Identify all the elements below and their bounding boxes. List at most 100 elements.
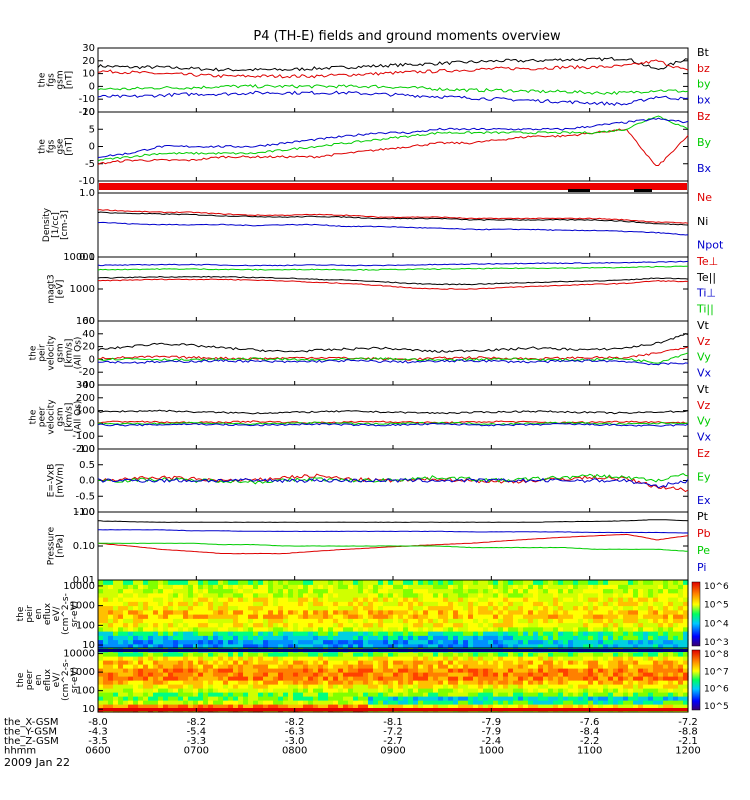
spectrogram-cell [618,692,624,697]
spectrogram-cell [643,592,649,598]
spectrogram-cell [438,700,444,705]
spectrogram-cell [678,692,684,697]
spectrogram-cell [373,696,379,701]
spectrogram-cell [493,700,499,705]
spectrogram-cell [563,656,569,661]
spectrogram-cell [413,618,419,624]
spectrogram-cell [183,631,189,636]
spectrogram-cell [143,692,149,697]
spectrogram-cell [308,588,314,594]
spectrogram-cell [293,672,299,677]
spectrogram-cell [278,618,284,624]
spectrogram-cell [323,584,329,590]
spectrogram-cell [518,676,524,681]
spectrogram-cell [338,676,344,681]
spectrogram-cell [188,656,194,661]
spectrogram-cell [578,688,584,693]
spectrogram-cell [638,684,644,689]
spectrogram-cell [418,618,424,624]
spectrogram-cell [583,688,589,693]
spectrogram-cell [538,704,544,709]
spectrogram-cell [478,656,484,661]
spectrogram-cell [663,668,669,673]
spectrogram-cell [378,580,384,585]
spectrogram-cell [248,704,254,709]
spectrogram-cell [158,626,164,632]
spectrogram-cell [643,631,649,636]
spectrogram-cell [398,601,404,607]
spectrogram-cell [363,660,369,665]
spectrogram-cell [413,692,419,697]
spectrogram-cell [588,588,594,594]
spectrogram-cell [163,704,169,709]
legend-label: Ti⊥ [696,287,716,300]
spectrogram-cell [198,688,204,693]
spectrogram-cell [118,664,124,669]
spectrogram-cell [638,660,644,665]
spectrogram-cell [98,601,104,607]
spectrogram-cell [573,584,579,590]
spectrogram-cell [488,614,494,619]
spectrogram-cell [233,643,239,649]
spectrogram-cell [548,626,554,632]
spectrogram-cell [403,584,409,590]
spectrogram-cell [473,676,479,681]
spectrogram-cell [293,692,299,697]
spectrogram-cell [248,664,254,669]
spectrogram-cell [543,660,549,665]
spectrogram-cell [178,597,184,602]
spectrogram-cell [268,660,274,665]
spectrogram-cell [283,605,289,611]
spectrogram-cell [638,639,644,645]
spectrogram-cell [358,676,364,681]
spectrogram-cell [533,588,539,594]
spectrogram-cell [193,700,199,705]
spectrogram-cell [643,605,649,611]
spectrogram-cell [638,676,644,681]
spectrogram-cell [303,652,309,657]
spectrogram-cell [178,622,184,628]
spectrogram-cell [213,609,219,615]
spectrogram-cell [253,684,259,689]
spectrogram-cell [633,696,639,701]
spectrogram-cell [128,643,134,649]
spectrogram-cell [388,668,394,673]
spectrogram-cell [463,668,469,673]
spectrogram-cell [483,696,489,701]
spectrogram-cell [578,597,584,602]
spectrogram-cell [583,692,589,697]
spectrogram-cell [483,597,489,602]
spectrogram-cell [103,631,109,636]
legend-label: by [697,78,711,91]
spectrogram-cell [163,696,169,701]
spectrogram-cell [393,597,399,602]
spectrogram-cell [273,692,279,697]
spectrogram-cell [378,601,384,607]
spectrogram-cell [238,601,244,607]
spectrogram-cell [668,652,674,657]
spectrogram-cell [348,601,354,607]
spectrogram-cell [208,588,214,594]
spectrogram-cell [163,605,169,611]
spectrogram-cell [98,656,104,661]
spectrogram-cell [603,700,609,705]
spectrogram-cell [188,584,194,590]
spectrogram-cell [343,592,349,598]
spectrogram-cell [523,592,529,598]
spectrogram-cell [338,684,344,689]
spectrogram-cell [593,626,599,632]
spectrogram-cell [443,643,449,649]
spectrogram-cell [598,597,604,602]
spectrogram-cell [438,601,444,607]
spectrogram-cell [358,643,364,649]
spectrogram-cell [678,580,684,585]
spectrogram-cell [308,618,314,624]
spectrogram-cell [333,622,339,628]
spectrogram-cell [148,614,154,619]
spectrogram-cell [593,622,599,628]
spectrogram-cell [658,704,664,709]
spectrogram-cell [203,631,209,636]
spectrogram-cell [248,609,254,615]
spectrogram-cell [148,639,154,645]
spectrogram-cell [323,631,329,636]
